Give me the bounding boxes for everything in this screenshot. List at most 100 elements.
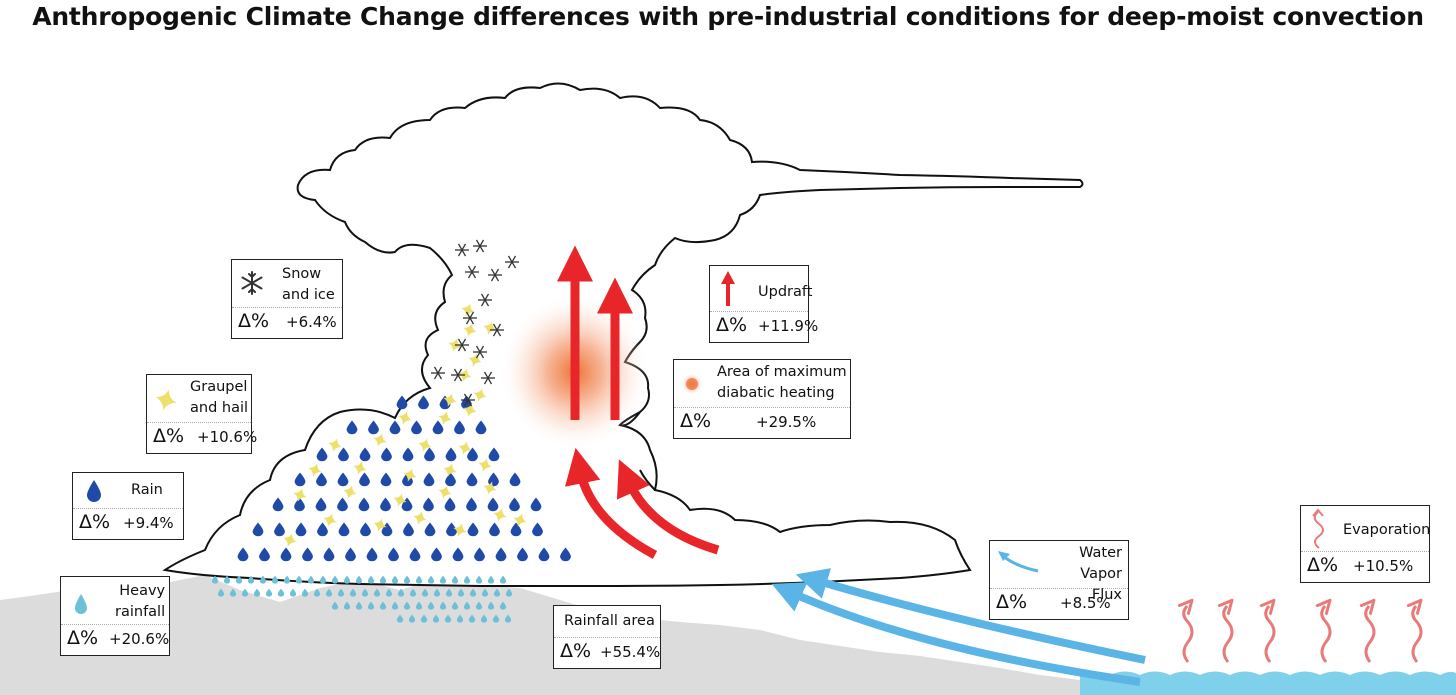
heavy-rain-drop	[463, 601, 471, 610]
heavy-rain-drop	[367, 575, 375, 584]
heating-value: +29.5%	[756, 413, 817, 431]
heavy-rain-drop	[499, 601, 507, 610]
updraft-arrow	[565, 447, 658, 559]
rain-drop	[337, 472, 349, 487]
legend-graupel: Graupel and hail Δ% +10.6%	[146, 374, 257, 454]
heavy-rain-drop	[259, 575, 267, 584]
snowflake	[463, 311, 477, 325]
rain-drop	[280, 547, 292, 562]
heavy-rain-drop	[367, 601, 375, 610]
heavy-rain-drop	[211, 575, 219, 584]
heavy-rain-drop	[504, 614, 512, 623]
updraft-label: Updraft	[758, 284, 813, 300]
rain-drop	[538, 547, 550, 562]
rain-drop	[338, 522, 350, 537]
heavy-rain-drop	[343, 601, 351, 610]
rain-drop	[380, 497, 391, 512]
heavy-rain-drop	[379, 575, 387, 584]
graupel-star	[353, 461, 367, 475]
heavy-rain-drop	[427, 575, 435, 584]
rain-drop	[487, 497, 499, 512]
heavy-rain-drop	[289, 588, 297, 597]
rain-drop	[432, 420, 444, 435]
heavy-rain-drop	[396, 614, 404, 623]
snowflake	[490, 323, 504, 337]
heavy-rain-drop	[439, 575, 447, 584]
graupel-star	[393, 493, 407, 507]
rain-drop	[346, 420, 358, 435]
graupel-star	[458, 441, 472, 455]
heavy-rain-drop	[283, 575, 291, 584]
graupel-star	[453, 523, 467, 537]
heavy-rain-drop	[391, 601, 399, 610]
heavy-rain-drop	[432, 614, 440, 623]
delta-symbol: Δ%	[560, 640, 592, 662]
graupel-star	[283, 533, 297, 547]
rain-drop	[316, 472, 327, 487]
rain-label: Rain	[131, 482, 163, 498]
snowflake	[481, 371, 495, 385]
graupel-star	[308, 463, 322, 477]
heavy-rain-drop	[241, 588, 249, 597]
rain-drop	[381, 447, 392, 462]
delta-symbol: Δ%	[716, 314, 748, 336]
precipitation-group	[211, 239, 571, 623]
vapor-flux-arrow	[795, 568, 1146, 664]
graupel-star	[328, 438, 342, 452]
rain-drop	[294, 472, 306, 487]
heavy-rain-drop	[421, 588, 429, 597]
heavy-rain-drop	[420, 614, 428, 623]
heavy-rain-drop	[451, 575, 459, 584]
rain-drop	[302, 547, 313, 562]
legend-evaporation: Evaporation Δ% +10.5%	[1300, 505, 1430, 583]
legend-water-vapor: Water Vapor Flux Δ% +8.5%	[989, 540, 1129, 620]
rain-drop	[252, 522, 264, 537]
heavy-rain-drop	[271, 575, 279, 584]
rain-drop	[423, 497, 434, 512]
snowflake	[505, 255, 519, 269]
rain-drop	[474, 547, 485, 562]
rain-drop	[401, 497, 413, 512]
raindrop-icon	[87, 480, 101, 502]
graupel-star	[478, 458, 492, 472]
legend-snow: Snow and ice Δ% +6.4%	[231, 259, 343, 339]
snowflake	[461, 393, 475, 407]
rain-drop	[439, 395, 451, 410]
heavy-rain-drop	[337, 588, 345, 597]
graupel-star	[468, 353, 482, 367]
rain-drop	[272, 497, 284, 512]
evaporation-label: Evaporation	[1343, 522, 1431, 538]
heavy-rain-drop	[385, 588, 393, 597]
rain-drop	[295, 522, 307, 537]
rain-drop	[445, 447, 457, 462]
rain-value: +9.4%	[123, 514, 174, 532]
heavy-rain-drop	[343, 575, 351, 584]
heavy-rain-drop	[331, 575, 339, 584]
rain-drop	[424, 447, 435, 462]
heavy-rain-drop	[487, 601, 495, 610]
snowflake	[478, 293, 492, 307]
blue-arrow-icon	[998, 551, 1039, 573]
heavy-rain-drop	[355, 575, 363, 584]
heavy-rain-drop	[463, 575, 471, 584]
graupel-star	[483, 481, 497, 495]
rain-drop	[517, 547, 528, 562]
rain-drop	[358, 497, 370, 512]
heavy-rain-drop	[505, 588, 513, 597]
evaporation-arrow	[1413, 606, 1421, 663]
red-arrow-icon	[721, 271, 735, 306]
heavy-rain-drop	[325, 588, 333, 597]
rain-drop	[467, 522, 479, 537]
rain-drop	[337, 497, 348, 512]
rain-drop	[495, 547, 507, 562]
rain-drop	[237, 547, 249, 562]
heavy-rain-drop	[427, 601, 435, 610]
graupel-value: +10.6%	[197, 428, 258, 446]
heavy-rain-drop	[295, 575, 303, 584]
graupel-star	[323, 513, 337, 527]
updraft-arrows	[557, 245, 720, 559]
graupel-star	[418, 438, 432, 452]
wavy-arrow-icon	[1312, 508, 1324, 549]
heavy-rain-drop	[277, 588, 285, 597]
heavy-rain-drop	[475, 601, 483, 610]
